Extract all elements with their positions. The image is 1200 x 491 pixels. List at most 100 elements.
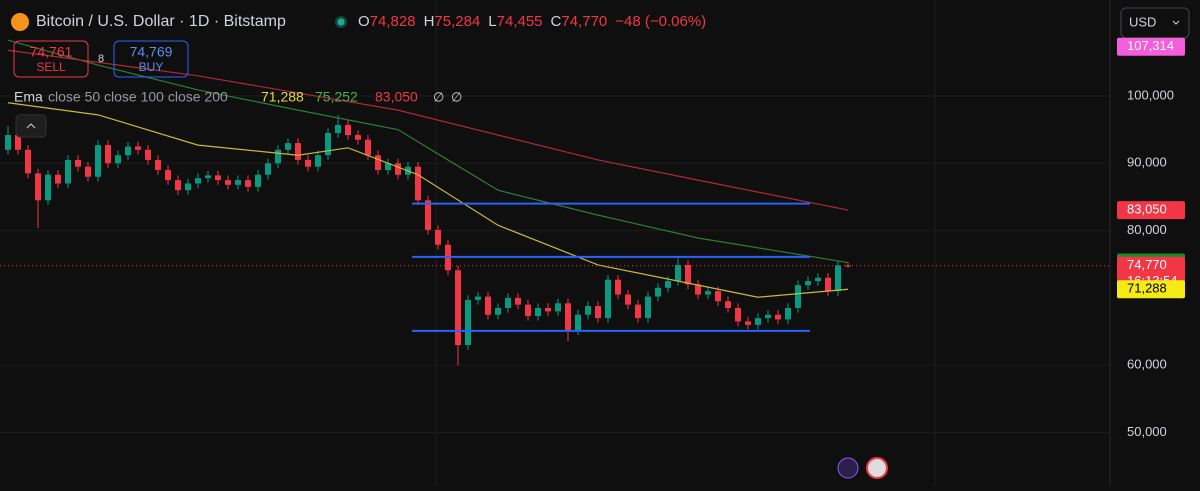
sell-price[interactable]: 74,761 [30,44,73,60]
candle-body [435,229,441,245]
candle-body [185,183,191,191]
candle-body [145,149,151,160]
buy-price[interactable]: 74,769 [130,44,173,60]
collapse-icon [26,123,36,129]
candle-body [565,303,571,331]
candle-body [5,135,11,150]
ohlc-label: O [358,13,370,30]
candle-body [785,307,791,320]
candle-body [315,155,321,167]
candle-body [735,307,741,322]
candle-body [815,277,821,282]
candle-body [155,159,161,171]
indicator-legend: Ema close 50 close 100 close 200 71,288 … [14,89,462,138]
candle-body [835,265,841,292]
candle-body [555,303,561,312]
candle-body [235,180,241,185]
assistant-icon[interactable] [837,457,859,479]
candle-body [415,166,421,201]
candle-body [705,291,711,295]
symbol[interactable]: Bitcoin / U.S. Dollar · 1D · Bitstamp [36,13,286,30]
candle-body [175,180,181,191]
candle-body [525,304,531,317]
btc-icon [11,13,29,31]
sell-button[interactable] [13,40,89,78]
currency[interactable]: USD [1129,14,1156,29]
candle-body [365,139,371,156]
sell-label[interactable]: SELL [36,60,66,74]
candle-body [255,174,261,187]
price-tag [1117,37,1185,56]
ohlc-label: H [424,13,435,30]
candle-body [635,304,641,319]
plot [0,39,1110,433]
spread: 8 [98,53,104,65]
price-tag-label: 71,288 [1127,281,1167,296]
candle-body [325,133,331,156]
candle-body [335,124,341,134]
candle-body [495,307,501,315]
ohlc-label: L [488,13,496,30]
price-tag [1117,201,1185,220]
candle-body [695,284,701,295]
candle-body [685,264,691,285]
candle-body [465,299,471,346]
candle-body [475,296,481,300]
candle-body [605,279,611,319]
chevron [1172,20,1180,25]
ohlc-value: 74,828 [370,13,416,30]
candle-body [285,143,291,150]
indicator-value: 71,288 [261,89,304,105]
indicator-value: 83,050 [375,89,418,105]
candle-body [725,301,731,308]
trade-buttons: 74,761 SELL 8 74,769 BUY [13,40,189,78]
price-tag-label: 83,050 [1127,202,1167,217]
candle-body [825,277,831,292]
indicator-params: close 50 close 100 close 200 [48,89,228,105]
candle-body [215,175,221,181]
candle-body [805,281,811,286]
price-tag-label: 74,770 [1127,257,1167,272]
candle-body [195,178,201,184]
candle-body [595,305,601,319]
price-tag-label: 107,314 [1127,38,1174,53]
candle-body [665,281,671,288]
candle-body [425,200,431,230]
candle-body [105,145,111,164]
indicator-extra: ∅ [451,89,462,104]
candle-body [715,291,721,302]
flag-icon[interactable] [866,457,888,479]
collapse-button[interactable] [15,114,47,138]
buy-label[interactable]: BUY [139,60,164,74]
candle-body [45,174,51,201]
candle-body [615,279,621,295]
candle-body [345,124,351,136]
candle-body [765,314,771,319]
y-tick-label: 90,000 [1127,155,1167,170]
candle-body [505,297,511,308]
candle-body [355,135,361,140]
ema-line [7,49,849,211]
candle-body [15,135,21,150]
candle-body [135,146,141,150]
status-dot [337,18,345,26]
candle-body [775,314,781,320]
candle-body [375,155,381,171]
candle-body [395,163,401,175]
candle-body [35,173,41,201]
indicator-name[interactable]: Ema [14,89,43,105]
candle-body [225,180,231,185]
candle-body [545,307,551,312]
candle-body [265,163,271,175]
ohlc-label: C [551,13,562,30]
candle-body [25,149,31,174]
indicator-extra: ∅ [433,89,444,104]
candle-body [95,145,101,177]
candle-body [65,159,71,184]
buy-button[interactable] [113,40,189,78]
candle-body [575,314,581,331]
ohlc-value: 74,455 [497,13,543,30]
candle-body [745,321,751,325]
